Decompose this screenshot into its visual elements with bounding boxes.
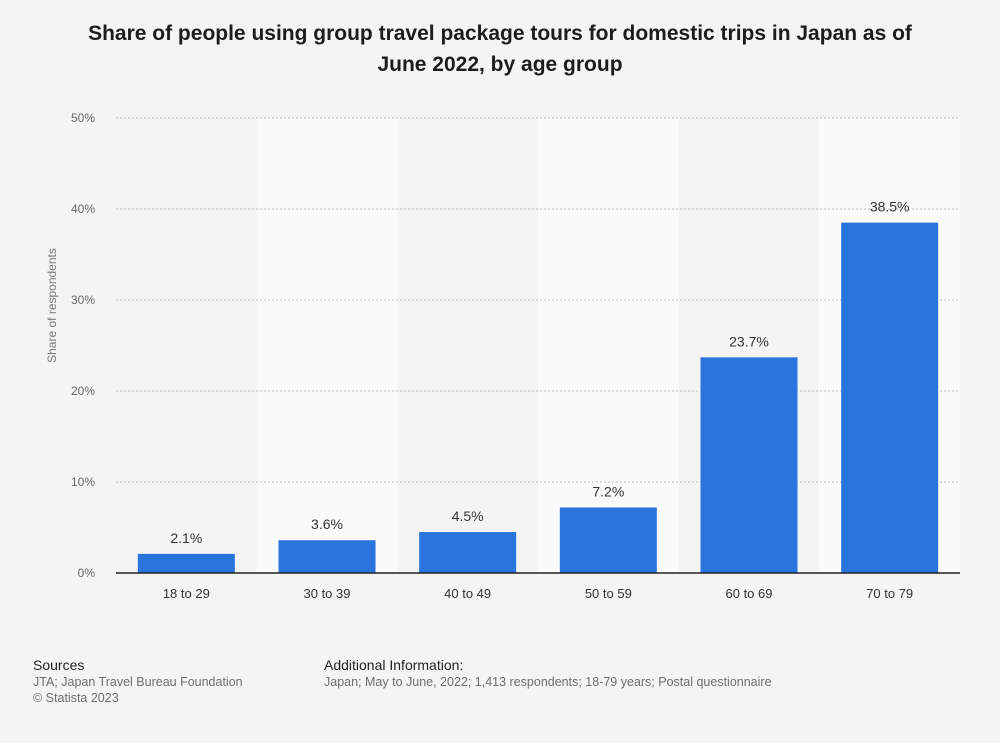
x-tick-label: 50 to 59: [585, 586, 632, 601]
y-tick-label: 30%: [71, 293, 95, 307]
y-tick-label: 10%: [71, 475, 95, 489]
bar: [559, 507, 657, 573]
chart-title: Share of people using group travel packa…: [60, 18, 940, 80]
sources-block: Sources JTA; Japan Travel Bureau Foundat…: [33, 657, 243, 706]
data-label: 38.5%: [870, 199, 910, 215]
bar: [137, 553, 235, 573]
data-label: 2.1%: [170, 530, 202, 546]
y-tick-label: 50%: [71, 111, 95, 125]
bar: [278, 540, 376, 573]
x-tick-label: 60 to 69: [726, 586, 773, 601]
additional-info-line: Japan; May to June, 2022; 1,413 responde…: [324, 675, 772, 689]
chart-title-line-1: Share of people using group travel packa…: [88, 22, 912, 45]
y-tick-label: 40%: [71, 202, 95, 216]
data-label: 4.5%: [452, 508, 484, 524]
x-tick-label: 40 to 49: [444, 586, 491, 601]
data-label: 23.7%: [729, 333, 769, 349]
copyright-line: © Statista 2023: [33, 691, 119, 705]
column-band: [538, 118, 679, 573]
bar: [419, 532, 517, 573]
sources-line-1: JTA; Japan Travel Bureau Foundation: [33, 675, 243, 689]
bar: [841, 222, 939, 573]
y-tick-label: 20%: [71, 384, 95, 398]
data-label: 7.2%: [592, 483, 624, 499]
x-tick-label: 18 to 29: [163, 586, 210, 601]
additional-info-heading: Additional Information:: [324, 657, 464, 673]
chart-title-line-2: June 2022, by age group: [377, 53, 623, 76]
sources-heading: Sources: [33, 657, 85, 673]
x-tick-label: 70 to 79: [866, 586, 913, 601]
y-axis-title: Share of respondents: [45, 248, 59, 363]
data-label: 3.6%: [311, 516, 343, 532]
x-tick-label: 30 to 39: [304, 586, 351, 601]
y-tick-label: 0%: [78, 566, 96, 580]
bar: [700, 357, 798, 573]
additional-info-block: Additional Information: Japan; May to Ju…: [324, 657, 772, 690]
column-band: [256, 118, 398, 573]
